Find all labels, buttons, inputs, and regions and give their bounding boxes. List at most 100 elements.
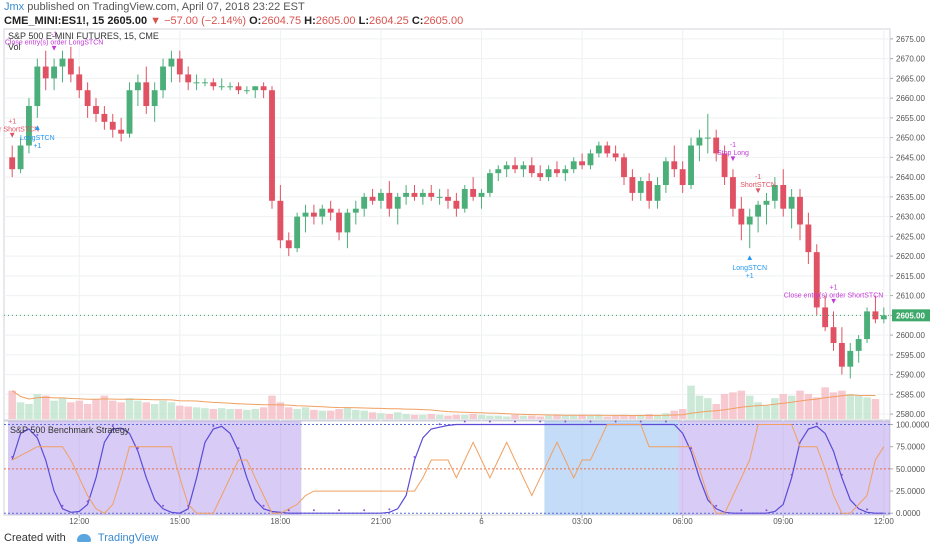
- price-axis-label: 2655.00: [896, 114, 925, 123]
- volume-bar: [695, 395, 704, 419]
- time-axis-label: 06:00: [673, 517, 694, 526]
- candle: [378, 192, 384, 201]
- price-change: −57.00 (−2.14%): [164, 15, 247, 27]
- tradingview-brand[interactable]: TradingView: [97, 532, 159, 544]
- signal-label: LongSTCN: [732, 265, 767, 272]
- oscillator-dot: [136, 447, 139, 450]
- candle: [386, 192, 393, 209]
- oscillator-series-line: [11, 423, 884, 514]
- candle: [478, 192, 485, 197]
- candle: [528, 165, 535, 174]
- volume-bar: [779, 394, 788, 419]
- oscillator-dot: [715, 504, 718, 507]
- candle: [838, 342, 845, 367]
- oscillator-dot: [388, 508, 391, 511]
- volume-bar: [595, 414, 603, 419]
- volume-bar: [251, 409, 260, 419]
- candle: [285, 240, 292, 249]
- candle: [755, 204, 762, 217]
- volume-bar: [511, 414, 519, 419]
- candle: [453, 200, 460, 209]
- volume-bar: [452, 414, 461, 419]
- candle: [160, 66, 166, 91]
- candle: [210, 82, 217, 87]
- signal-arrow-icon: ▼: [754, 186, 762, 195]
- candle: [554, 169, 560, 174]
- candle: [193, 82, 200, 84]
- volume-bar: [209, 409, 218, 419]
- time-axis-label: 21:00: [371, 517, 392, 526]
- signal-arrow-icon: ▼: [8, 131, 16, 140]
- candle: [855, 339, 862, 351]
- candle: [185, 74, 192, 83]
- price-axis-label: 2620.00: [896, 252, 925, 261]
- volume-bar: [754, 402, 762, 419]
- volume-bar: [611, 415, 620, 419]
- volume-bar: [393, 412, 402, 419]
- signal-qty: +1: [8, 119, 16, 126]
- volume-bar: [720, 394, 729, 419]
- signal-qty: -1: [730, 142, 736, 149]
- candle: [746, 216, 753, 225]
- volume-bar: [745, 395, 754, 419]
- signal-arrow-icon: ▼: [729, 154, 737, 163]
- volume-bar: [846, 394, 855, 419]
- volume-bar: [821, 387, 829, 419]
- volume-bar: [628, 415, 637, 419]
- volume-bar: [192, 407, 201, 419]
- volume-bar: [301, 407, 310, 419]
- author-name[interactable]: Jmx: [4, 1, 25, 13]
- oscillator-dot: [262, 504, 265, 507]
- volume-bar: [402, 414, 410, 419]
- candle: [336, 212, 342, 233]
- volume-bar: [100, 395, 109, 419]
- price-axis-label: 2660.00: [896, 94, 925, 103]
- volume-bar: [167, 402, 176, 419]
- candle: [486, 173, 493, 193]
- oscillator-dot: [790, 473, 793, 476]
- volume-bar: [569, 415, 578, 419]
- candle: [361, 196, 368, 209]
- signal-arrow-icon: ▲: [746, 253, 754, 262]
- volume-bar: [838, 390, 846, 419]
- chart-area[interactable]: 2675.00 2670.00 2665.00 2660.00 2655.00 2650.…: [0, 0, 932, 532]
- candle: [34, 66, 41, 107]
- volume-bar: [645, 414, 653, 419]
- low-label: L:: [358, 15, 369, 27]
- candle: [428, 192, 435, 197]
- volume-bar: [159, 400, 167, 419]
- volume-bar: [687, 385, 695, 419]
- candle: [319, 208, 326, 217]
- volume-bar: [234, 409, 243, 419]
- candle: [662, 161, 669, 186]
- oscillator-dot: [765, 509, 768, 512]
- signal-label: ShortSTCN: [740, 182, 776, 189]
- time-axis-label: 09:00: [773, 517, 794, 526]
- price-axis-label: 2595.00: [896, 351, 925, 360]
- candle: [352, 208, 359, 213]
- candle: [771, 185, 778, 201]
- volume-bar: [259, 407, 268, 419]
- volume-bar: [142, 402, 151, 419]
- oscillator-dot: [488, 420, 491, 423]
- volume-bar: [343, 407, 352, 419]
- oscillator-dot: [589, 420, 592, 423]
- candle: [503, 165, 510, 170]
- time-axis-label: 12:00: [69, 517, 90, 526]
- candle: [411, 192, 418, 197]
- candle: [721, 153, 728, 178]
- price-axis-label: 2635.00: [896, 193, 925, 202]
- candle: [168, 58, 175, 67]
- candle: [118, 129, 125, 134]
- volume-bar: [318, 410, 327, 419]
- oscillator-dot: [61, 504, 64, 507]
- volume-bar: [377, 413, 385, 419]
- oscillator-dot: [539, 420, 542, 423]
- volume-bar: [360, 410, 368, 419]
- candle: [134, 82, 141, 91]
- candle: [520, 165, 527, 170]
- volume-bar: [486, 415, 494, 419]
- oscillator-shaded-span: [217, 421, 302, 515]
- oscillator-axis-label: 75.0000: [896, 443, 925, 452]
- candle: [830, 327, 837, 343]
